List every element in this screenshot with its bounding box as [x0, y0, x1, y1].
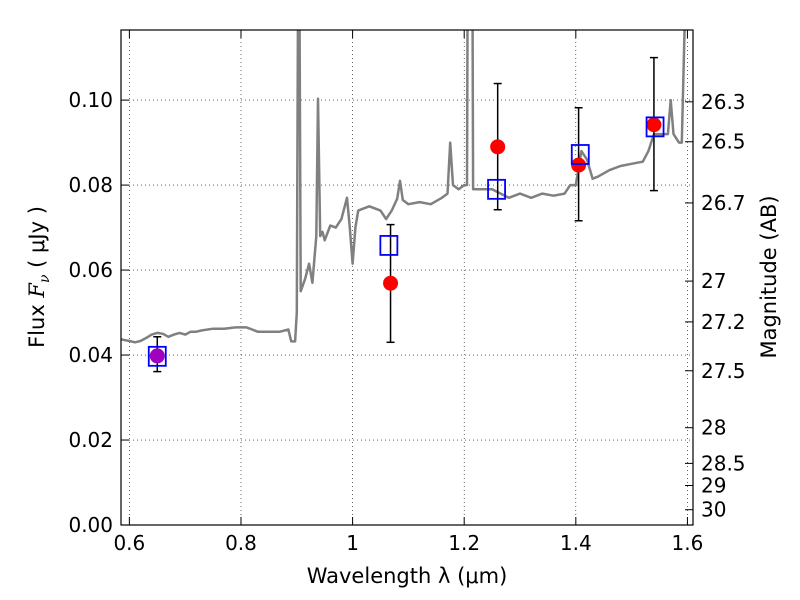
y2-tick-label: 26.5: [701, 130, 746, 154]
y2-axis-label: Magnitude (AB): [757, 195, 781, 358]
y-axis-label: Flux Fν ( μJy ): [25, 206, 53, 348]
model-band-point: [379, 235, 399, 256]
y2-tick-label: 26.3: [701, 90, 746, 114]
plot-background: [121, 30, 693, 525]
y-axis-label-suffix: ( μJy ): [25, 206, 49, 274]
y2-tick-label: 27.2: [701, 310, 746, 334]
observed-point: [149, 348, 165, 364]
y-axis-label-subscript: ν: [37, 274, 53, 283]
model-band-point: [570, 144, 590, 165]
x-tick-label: 1.2: [448, 531, 480, 555]
model-band-point: [645, 116, 665, 138]
model-band-points: [147, 116, 665, 367]
y-axis-label-symbol: F: [25, 282, 49, 299]
y-tick-label: 0.04: [68, 343, 113, 367]
x-axis-label: Wavelength λ (μm): [307, 564, 508, 588]
y-tick-label: 0.00: [68, 513, 113, 537]
ticks: 0.6 0.8 1 1.2 1.4 1.6 0.00 0.02 0.04 0.06 0.08 0.10…: [68, 30, 746, 555]
plot-frame: [120, 29, 694, 526]
y2-tick-label: 27: [701, 269, 726, 293]
x-tick-label: 0.6: [113, 531, 145, 555]
y2-tick-label: 28: [701, 416, 726, 440]
spectrum-line: [121, 30, 686, 344]
y-tick-label: 0.08: [68, 173, 113, 197]
observed-points: [149, 117, 662, 364]
y-tick-label: 0.02: [68, 428, 113, 452]
y2-tick-label: 29: [701, 473, 726, 497]
y-tick-label: 0.10: [68, 88, 113, 112]
x-tick-label: 1.6: [672, 531, 704, 555]
x-tick-label: 0.8: [225, 531, 257, 555]
y2-tick-label: 28.5: [701, 451, 746, 475]
x-tick-label: 1: [346, 531, 359, 555]
observed-point: [490, 139, 506, 155]
model-band-point: [487, 178, 506, 200]
y2-tick-label: 27.5: [701, 359, 746, 383]
y2-tick-label: 30: [701, 498, 726, 522]
y-tick-label: 0.06: [68, 258, 113, 282]
observed-point: [571, 157, 587, 173]
observed-point: [383, 275, 399, 291]
y2-tick-label: 26.7: [701, 191, 746, 215]
observed-point: [646, 117, 662, 133]
model-spectrum: [121, 30, 686, 344]
y-axis-label-prefix: Flux: [25, 298, 49, 348]
x-tick-label: 1.4: [560, 531, 592, 555]
model-band-point: [147, 345, 167, 367]
